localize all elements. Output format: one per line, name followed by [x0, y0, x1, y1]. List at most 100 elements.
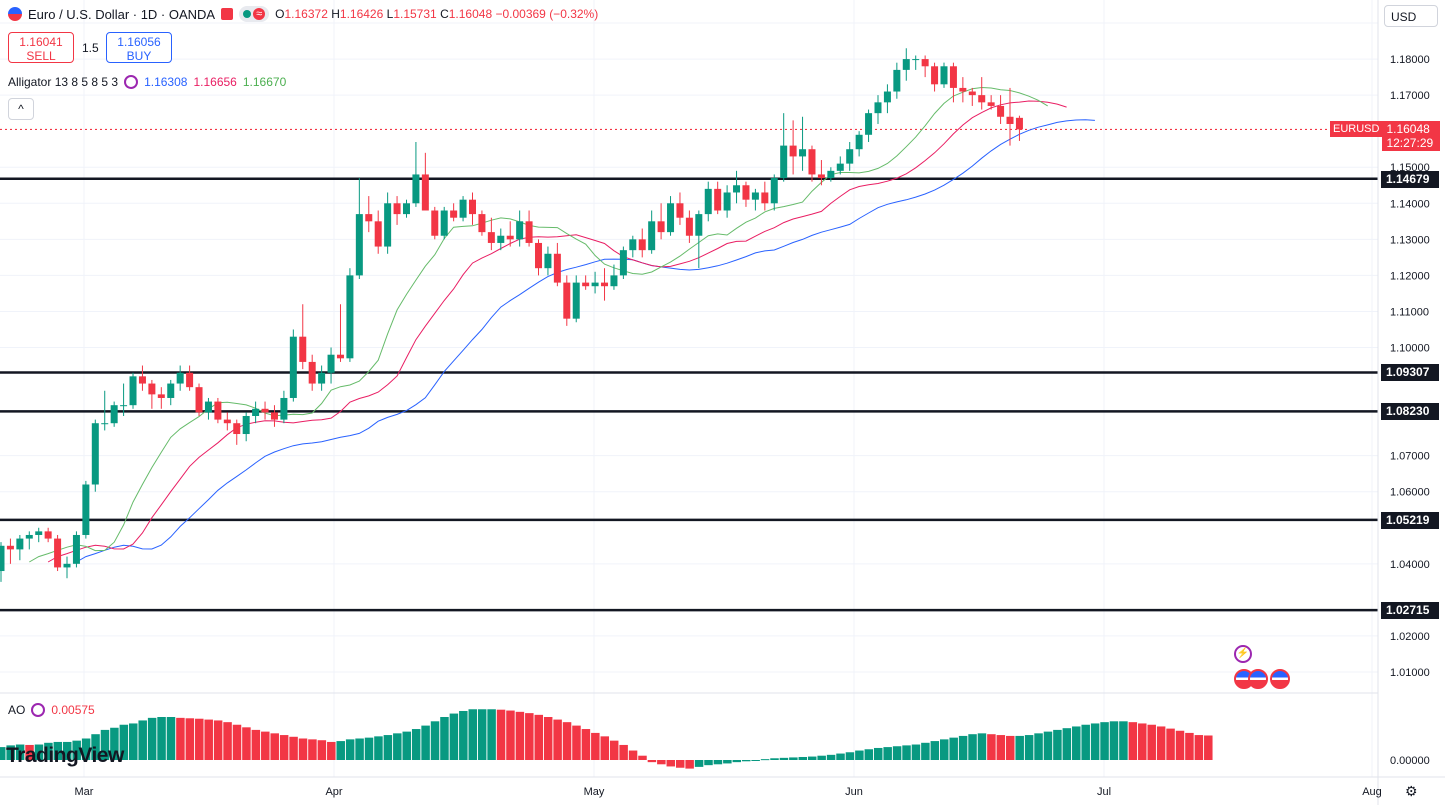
candle-body — [157, 394, 165, 398]
ao-bar — [704, 760, 713, 766]
ao-bar — [496, 709, 506, 760]
candle-body — [667, 203, 675, 233]
candle-body — [949, 66, 957, 88]
ao-bar — [694, 760, 704, 767]
ao-bar — [506, 710, 515, 760]
candle-body — [440, 210, 448, 236]
sell-button[interactable]: 1.16041 SELL — [8, 32, 74, 63]
indicator-settings-icon[interactable] — [124, 75, 139, 89]
candle-body — [987, 102, 995, 106]
ao-bar — [1138, 723, 1147, 760]
ao-bar — [289, 736, 298, 760]
candle-body — [648, 221, 656, 251]
ao-settings-icon[interactable] — [31, 703, 46, 717]
candle-body — [261, 408, 269, 413]
market-status-icon[interactable] — [221, 8, 234, 20]
candle-body — [808, 149, 816, 175]
ao-bar — [213, 720, 223, 760]
alligator-legend[interactable]: Alligator 13 8 5 8 5 3 1.16308 1.16656 1… — [8, 75, 286, 89]
status-pill[interactable]: ≈ — [239, 6, 270, 22]
candle-body — [35, 531, 43, 535]
ao-bar — [25, 744, 34, 760]
ao-bar — [911, 744, 921, 760]
close-value: 1.16048 — [448, 7, 493, 21]
candle-body — [940, 66, 948, 85]
ao-bar — [176, 717, 185, 760]
ao-bar — [525, 713, 534, 760]
ao-bar — [770, 758, 779, 760]
gear-icon[interactable]: ⚙ — [1405, 783, 1418, 799]
ao-bar — [996, 735, 1006, 760]
ao-bar — [1015, 735, 1024, 760]
candle-body — [0, 545, 5, 572]
candle-body — [176, 372, 184, 384]
candle-body — [63, 563, 71, 568]
collapse-legend-button[interactable]: ^ — [8, 98, 34, 120]
symbol-title[interactable]: Euro / U.S. Dollar · 1D · OANDA — [28, 6, 216, 22]
ao-bar — [1119, 721, 1128, 760]
candle-body — [629, 239, 637, 251]
candle-body — [421, 174, 429, 211]
ao-bar — [826, 754, 836, 760]
ao-bar — [15, 744, 25, 760]
last-price-tag: EURUSD 1.16048 12:27:29 — [1330, 121, 1441, 152]
ao-bar — [138, 720, 147, 760]
candle-body — [129, 376, 137, 406]
ao-bar — [1185, 732, 1194, 760]
ao-bar — [232, 724, 242, 760]
ao-bar — [892, 746, 902, 760]
level-price-label: 1.02715 — [1381, 602, 1439, 620]
ao-bar — [166, 717, 176, 760]
ao-legend[interactable]: AO 0.00575 — [8, 703, 95, 717]
ao-bar — [873, 747, 883, 760]
candle-body — [270, 412, 278, 420]
candle-body — [553, 253, 561, 283]
tradingview-logo[interactable]: TradingView — [6, 744, 124, 767]
candle-body — [506, 235, 514, 240]
candle-body — [855, 134, 863, 150]
ao-bar — [81, 738, 91, 760]
ao-bar — [713, 760, 723, 765]
candle-body — [874, 102, 882, 114]
alligator-teeth-line — [47, 100, 1067, 563]
candle-body — [789, 145, 797, 157]
ao-bar — [204, 719, 213, 760]
ao-bar — [364, 737, 374, 760]
ao-bar — [440, 717, 449, 760]
candle-body — [6, 545, 14, 550]
ao-bar — [468, 709, 477, 760]
ao-bar — [327, 741, 336, 760]
ao-bar — [1006, 735, 1015, 760]
candle-body — [582, 282, 590, 287]
ao-bar — [63, 741, 72, 760]
ao-bar — [930, 741, 940, 760]
ao-bar — [1043, 731, 1053, 760]
candle-body — [91, 423, 99, 485]
candle-body — [846, 149, 854, 164]
ao-bar — [940, 739, 949, 760]
ao-bar — [251, 729, 261, 760]
ao-bar — [751, 760, 760, 761]
ao-bar — [279, 735, 289, 760]
candle-body — [195, 387, 203, 413]
ao-bar — [581, 729, 591, 760]
economic-event-flag-icon[interactable] — [1248, 669, 1268, 692]
ao-bar — [1204, 735, 1213, 760]
price-tick-label: 1.12000 — [1390, 270, 1430, 282]
event-lightning-icon[interactable]: ⚡ — [1234, 645, 1252, 663]
buy-button[interactable]: 1.16056 BUY — [106, 32, 172, 63]
candle-body — [469, 199, 476, 215]
alligator-label: Alligator 13 8 5 8 5 3 — [8, 75, 119, 89]
economic-event-flag-icon[interactable] — [1270, 669, 1290, 692]
candle-body — [733, 185, 741, 193]
ao-bar — [91, 734, 100, 760]
time-tick-label: Apr — [325, 786, 342, 798]
candle-body — [817, 174, 825, 179]
currency-selector[interactable]: USD — [1384, 5, 1438, 27]
candle-body — [459, 199, 467, 218]
price-tag-countdown: 12:27:29 — [1386, 136, 1434, 151]
ao-bar — [1166, 728, 1175, 760]
candle-body — [959, 87, 967, 92]
ao-bar — [487, 709, 496, 760]
